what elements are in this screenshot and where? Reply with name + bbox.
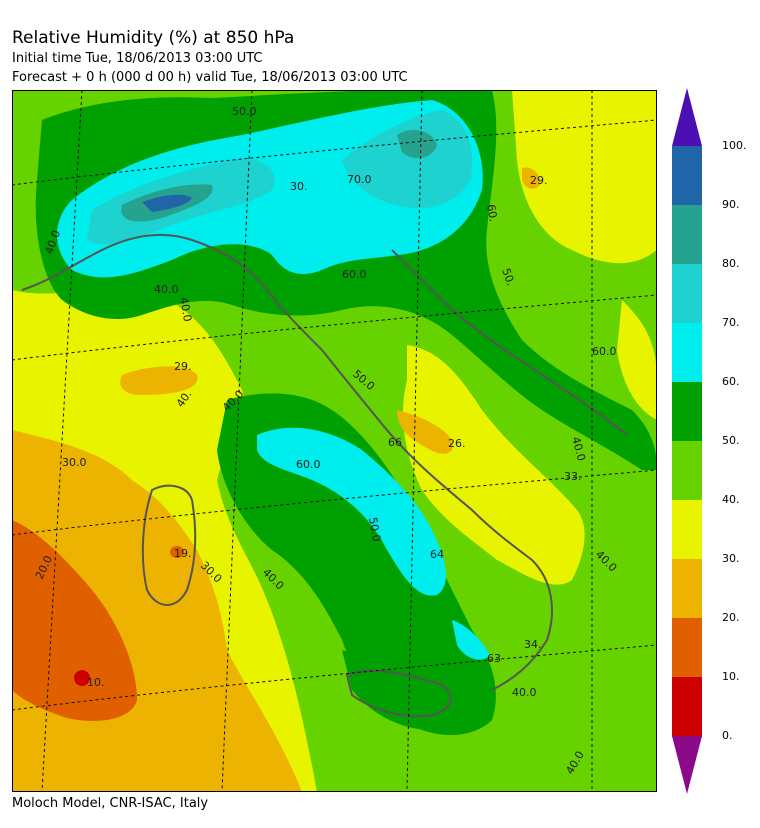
contour-label: 19.	[174, 547, 192, 560]
coastline	[21, 233, 553, 691]
model-credit: Moloch Model, CNR-ISAC, Italy	[12, 796, 209, 811]
sardinia-outline	[141, 484, 197, 606]
colorbar-band	[672, 146, 702, 206]
colorbar-band	[672, 500, 702, 560]
colorbar-tick-label: 80.	[722, 257, 740, 270]
colorbar-tick-label: 10.	[722, 670, 740, 683]
contour-label: 50.0	[366, 516, 383, 542]
band-10-20-patch	[170, 546, 184, 558]
band-30-40-adriatic	[402, 345, 585, 585]
contour-label: 64	[430, 548, 444, 561]
contour-label: 30.0	[62, 456, 87, 469]
contour-label: 40.0	[512, 686, 537, 699]
contour-label: 66	[388, 436, 402, 449]
colorbar-tick-label: 60.	[722, 375, 740, 388]
colorbar-band	[672, 264, 702, 324]
colorbar-band	[672, 441, 702, 501]
band-20-30-patch-a	[120, 366, 198, 395]
forecast-valid-time: Forecast + 0 h (000 d 00 h) valid Tue, 1…	[12, 70, 408, 85]
colorbar-band	[672, 677, 702, 737]
band-20-30-patch-c	[522, 167, 541, 189]
band-70-80-north	[342, 110, 473, 209]
colorbar-tick-label: 100.	[722, 139, 747, 152]
contour-label: 34.	[524, 638, 542, 651]
colorbar-tick-label: 50.	[722, 434, 740, 447]
contour-label: 30.	[290, 180, 308, 193]
colorbar-tick-label: 40.	[722, 493, 740, 506]
colorbar-tick-label: 90.	[722, 198, 740, 211]
map-title: Relative Humidity (%) at 850 hPa	[12, 28, 295, 48]
contour-label: 40.0	[569, 435, 588, 462]
contour-label: 40.0	[154, 283, 179, 296]
colorbar-band	[672, 205, 702, 265]
contour-label: 10.	[87, 676, 105, 689]
contour-label: 63	[487, 652, 501, 665]
band-10-20-southwest	[12, 520, 137, 721]
colorbar	[672, 88, 702, 794]
colorbar-svg	[672, 88, 702, 794]
colorbar-tick-label: 70.	[722, 316, 740, 329]
colorbar-band	[672, 382, 702, 442]
adriatic-coast	[391, 249, 628, 436]
colorbar-band	[672, 323, 702, 383]
colorbar-band	[672, 618, 702, 678]
colorbar-tick-label: 30.	[722, 552, 740, 565]
humidity-map: 50.0 40.0 40.0 70.0 60.0 30. 29. 60. 50.…	[12, 90, 657, 792]
colorbar-under-arrow	[672, 736, 702, 794]
initial-time: Initial time Tue, 18/06/2013 03:00 UTC	[12, 51, 263, 66]
band-30-40-east	[617, 300, 657, 420]
band-80-90-patch	[397, 129, 437, 159]
colorbar-band	[672, 559, 702, 619]
contour-label: 70.0	[347, 173, 372, 186]
band-30-40-northeast	[512, 90, 657, 264]
band-60-70-central	[257, 427, 447, 596]
contour-label: 60.0	[592, 345, 617, 358]
contour-label: 50.0	[232, 105, 257, 118]
contour-label: 26.	[448, 437, 466, 450]
colorbar-tick-label: 20.	[722, 611, 740, 624]
contour-label: 33.	[564, 470, 582, 483]
contour-label: 40.0	[177, 296, 194, 322]
contour-label: 60.	[484, 203, 500, 222]
graticule	[12, 90, 657, 792]
contour-label: 29.	[530, 174, 548, 187]
contour-label: 29.	[174, 360, 192, 373]
contour-label: 60.0	[296, 458, 321, 471]
sicily-outline	[345, 669, 452, 718]
band-90-100-alps	[142, 194, 192, 212]
band-50-60-peninsula	[217, 393, 496, 735]
band-0-10-spot	[74, 670, 90, 686]
band-20-30-patch-b	[397, 410, 453, 454]
band-60-70-south	[452, 620, 490, 660]
contour-label: 50.	[499, 267, 517, 288]
colorbar-tick-label: 0.	[722, 729, 733, 742]
colorbar-over-arrow	[672, 88, 702, 146]
contour-label: 60.0	[342, 268, 367, 281]
